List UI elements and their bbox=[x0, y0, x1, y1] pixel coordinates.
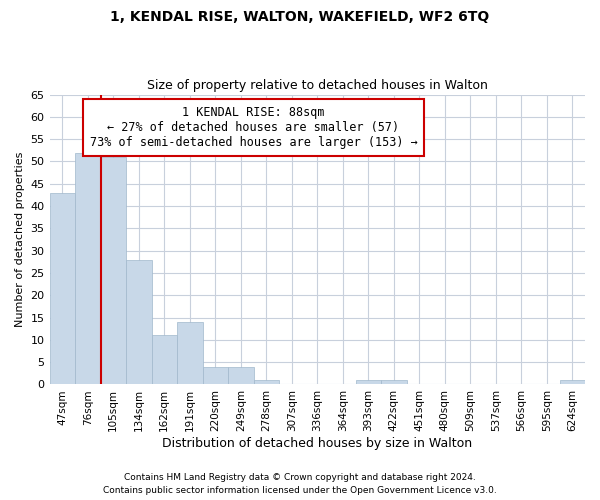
Bar bbox=[75, 152, 101, 384]
Bar bbox=[126, 260, 152, 384]
Bar bbox=[177, 322, 203, 384]
Bar bbox=[152, 336, 177, 384]
Bar bbox=[228, 366, 254, 384]
Text: 1, KENDAL RISE, WALTON, WAKEFIELD, WF2 6TQ: 1, KENDAL RISE, WALTON, WAKEFIELD, WF2 6… bbox=[110, 10, 490, 24]
Bar bbox=[254, 380, 279, 384]
Y-axis label: Number of detached properties: Number of detached properties bbox=[15, 152, 25, 327]
Text: 1 KENDAL RISE: 88sqm
← 27% of detached houses are smaller (57)
73% of semi-detac: 1 KENDAL RISE: 88sqm ← 27% of detached h… bbox=[89, 106, 418, 148]
Title: Size of property relative to detached houses in Walton: Size of property relative to detached ho… bbox=[147, 79, 488, 92]
Bar bbox=[50, 192, 75, 384]
Bar bbox=[356, 380, 381, 384]
Bar bbox=[560, 380, 585, 384]
Text: Contains HM Land Registry data © Crown copyright and database right 2024.
Contai: Contains HM Land Registry data © Crown c… bbox=[103, 474, 497, 495]
Bar bbox=[101, 157, 126, 384]
Bar bbox=[203, 366, 228, 384]
Bar bbox=[381, 380, 407, 384]
X-axis label: Distribution of detached houses by size in Walton: Distribution of detached houses by size … bbox=[162, 437, 472, 450]
